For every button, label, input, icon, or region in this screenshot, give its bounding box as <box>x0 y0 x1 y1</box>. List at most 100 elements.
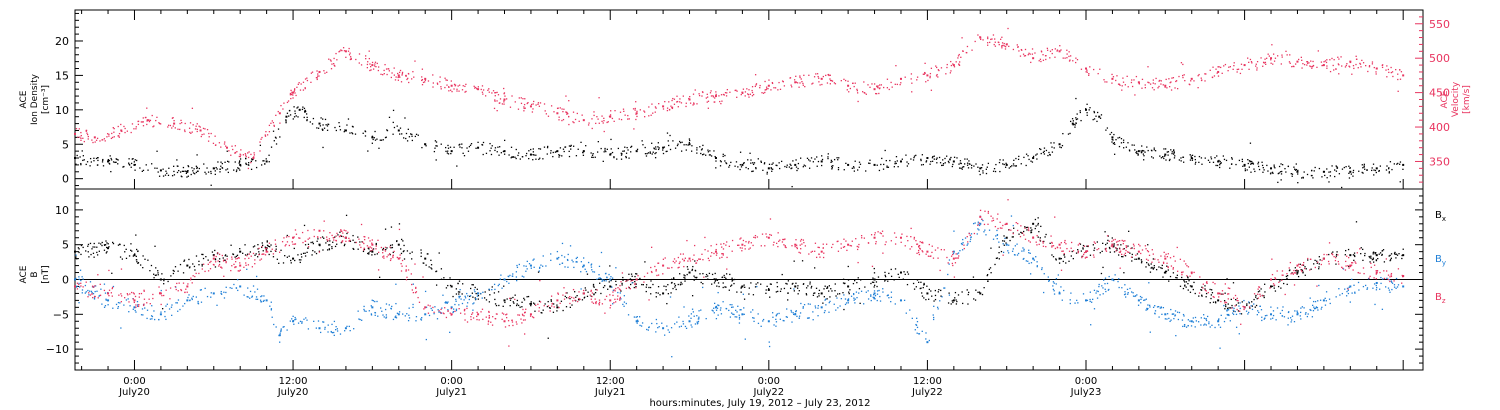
ion density-point <box>322 146 324 149</box>
velocity-point <box>192 124 194 126</box>
Bx-point <box>809 281 811 283</box>
Bx-point <box>218 258 221 260</box>
Bz-point <box>684 257 687 259</box>
By-point <box>1022 258 1024 260</box>
By-point <box>1058 292 1061 295</box>
By-point <box>972 222 975 225</box>
Bx-point <box>93 256 95 258</box>
velocity-point <box>1190 77 1193 80</box>
ion density-point <box>865 170 867 172</box>
Bx-point <box>515 304 518 307</box>
Bx-point <box>1158 266 1160 268</box>
By-point <box>1235 326 1238 328</box>
ion density-point <box>858 166 860 168</box>
Bx-point <box>513 302 515 304</box>
velocity-point <box>457 85 459 87</box>
velocity-point <box>1003 42 1005 45</box>
velocity-point <box>330 60 332 62</box>
density-axis-label: ACE Ion Density [cm⁻³] <box>19 73 51 125</box>
ion density-point <box>525 152 528 155</box>
Bx-point <box>873 278 876 281</box>
By-point <box>93 297 96 299</box>
By-point <box>249 290 252 293</box>
velocity-point <box>1292 65 1294 67</box>
By-point <box>1002 251 1005 254</box>
By-point <box>817 307 819 309</box>
velocity-point <box>1131 79 1133 81</box>
velocity-point <box>829 79 832 82</box>
By-point <box>420 319 423 321</box>
ion density-point <box>724 160 726 162</box>
Bz-point <box>1220 300 1222 303</box>
ion density-point <box>347 118 350 120</box>
ion density-point <box>532 151 535 153</box>
By-point <box>1175 334 1177 337</box>
Bx-point <box>743 298 746 300</box>
ion density-point <box>1025 164 1027 167</box>
Bx-point <box>1189 291 1192 293</box>
By-point <box>494 288 496 291</box>
Bx-point <box>282 262 285 264</box>
Bx-point <box>264 246 266 248</box>
By-point <box>1344 288 1346 290</box>
ion density-point <box>705 154 707 156</box>
Bx-point <box>488 301 491 303</box>
velocity-point <box>1308 62 1310 64</box>
ion density-point <box>1251 160 1253 163</box>
Bx-point <box>655 296 657 298</box>
ion density-point <box>1018 155 1020 158</box>
Bx-point <box>1370 257 1372 259</box>
ion density-point <box>302 106 304 108</box>
velocity-point <box>118 132 121 135</box>
By-point <box>854 302 856 304</box>
By-point <box>407 319 410 322</box>
velocity-point <box>1116 75 1118 77</box>
Bx-point <box>317 238 319 240</box>
velocity-point <box>581 114 583 116</box>
Bx-point <box>485 299 488 301</box>
Bx-point <box>1378 253 1380 255</box>
velocity-point <box>595 122 597 125</box>
velocity-point <box>1086 69 1088 71</box>
By-point <box>729 303 731 306</box>
By-point <box>1098 283 1100 286</box>
Bz-point <box>1120 253 1123 255</box>
velocity-point <box>1355 63 1357 66</box>
velocity-point <box>146 120 148 122</box>
velocity-point <box>316 75 319 77</box>
velocity-point <box>259 150 261 152</box>
Bx-point <box>776 286 779 288</box>
By-point <box>752 309 754 311</box>
ion density-point <box>186 176 188 178</box>
ion density-point <box>82 159 84 162</box>
velocity-point <box>86 133 89 136</box>
velocity-point <box>440 88 442 90</box>
Bx-point <box>670 292 672 294</box>
velocity-point <box>1373 66 1375 69</box>
By-point <box>1372 287 1374 289</box>
Bx-point <box>904 273 906 276</box>
ion density-point <box>1287 165 1289 168</box>
Bx-point <box>940 295 942 297</box>
velocity-point <box>1044 55 1047 57</box>
velocity-point <box>719 100 721 103</box>
Bx-point <box>667 284 669 286</box>
ion density-point <box>327 123 329 125</box>
Bz-point <box>926 250 929 253</box>
Bx-point <box>105 240 107 242</box>
velocity-point <box>796 82 799 84</box>
By-point <box>750 311 752 313</box>
Bx-point <box>328 244 330 246</box>
By-point <box>1235 313 1238 316</box>
ion density-point <box>1127 142 1129 144</box>
Bx-point <box>249 251 252 253</box>
ion density-point <box>564 146 567 148</box>
ion density-point <box>1028 158 1030 161</box>
By-point <box>1174 310 1177 312</box>
By-point <box>728 309 730 312</box>
velocity-point <box>365 55 367 57</box>
By-point <box>734 316 736 318</box>
ion density-point <box>925 160 928 162</box>
velocity-point <box>494 99 496 101</box>
By-point <box>1069 299 1071 301</box>
